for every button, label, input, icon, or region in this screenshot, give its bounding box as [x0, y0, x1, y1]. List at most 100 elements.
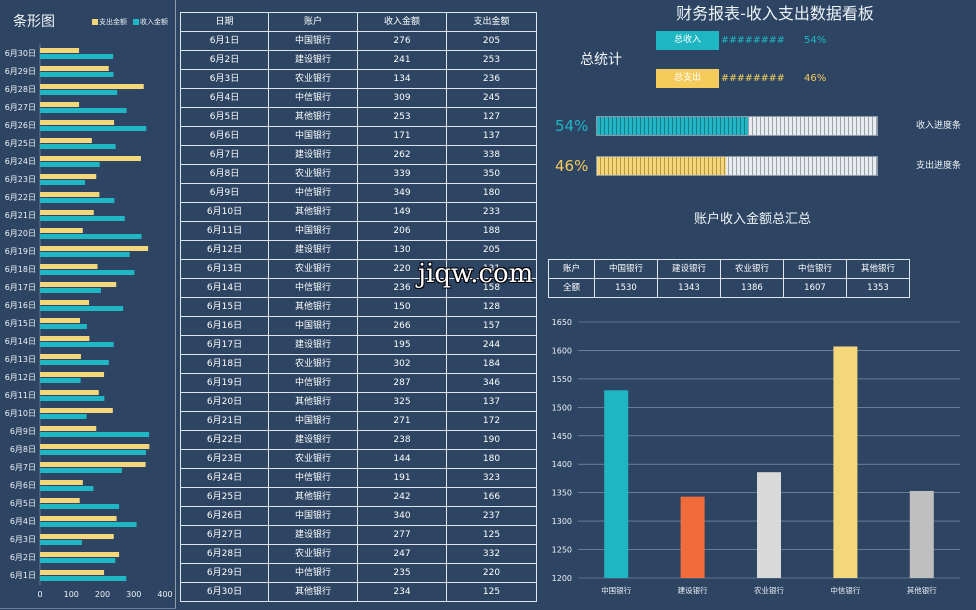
income-bar — [40, 522, 137, 527]
account-cell: 建设银行 — [268, 145, 358, 165]
expense-cell: 244 — [446, 335, 537, 355]
table-row: 6月5日 其他银行 253 127 — [180, 107, 537, 127]
income-bar — [40, 108, 127, 113]
expense-bar — [40, 570, 105, 575]
expense-cell: 137 — [446, 392, 537, 412]
expense-bar — [40, 192, 100, 197]
date-cell: 6月20日 — [180, 392, 269, 412]
expense-bar — [40, 228, 83, 233]
y-tick-label: 1600 — [552, 346, 572, 355]
expense-cell: 184 — [446, 354, 537, 374]
page-title: 财务报表-收入支出数据看板 — [676, 4, 874, 23]
table-row: 6月14日 中信银行 236 158 — [180, 278, 537, 298]
date-cell: 6月29日 — [180, 563, 269, 583]
income-cell: 195 — [357, 335, 447, 355]
income-cell: 130 — [357, 240, 447, 260]
income-cell: 339 — [357, 164, 447, 184]
income-bar — [40, 342, 114, 347]
account-cell: 中国银行 — [268, 411, 358, 431]
expense-bar — [40, 336, 90, 341]
summary-account-value: 1353 — [846, 278, 910, 298]
account-cell: 中国银行 — [268, 31, 358, 51]
account-cell: 其他银行 — [268, 297, 358, 317]
category-label: 农业银行 — [754, 585, 784, 595]
category-label: 6月17日 — [5, 283, 36, 292]
expense-cell: 127 — [446, 107, 537, 127]
income-cell: 144 — [357, 449, 447, 469]
expense-cell: 128 — [446, 297, 537, 317]
category-label: 6月19日 — [5, 247, 36, 256]
summary-account-value: 1343 — [657, 278, 721, 298]
income-cell: 238 — [357, 430, 447, 450]
category-label: 6月8日 — [10, 445, 36, 454]
expense-bar — [40, 390, 99, 395]
category-label: 6月10日 — [5, 409, 36, 418]
summary-table: 账户 中国银行 建设银行 农业银行 中信银行 其他银行 全额 1530 1343 1386 1… — [548, 259, 910, 298]
expense-cell: 125 — [446, 582, 537, 602]
date-cell: 6月2日 — [180, 50, 269, 70]
summary-account-header: 其他银行 — [846, 259, 910, 279]
table-row: 6月20日 其他银行 325 137 — [180, 392, 537, 412]
table-row: 6月10日 其他银行 149 233 — [180, 202, 537, 222]
account-cell: 建设银行 — [268, 50, 358, 70]
income-cell: 220 — [357, 259, 447, 279]
total-expense-percent: 46% — [804, 73, 827, 84]
income-progress-label: 收入进度条 — [916, 121, 962, 131]
income-bar — [40, 126, 147, 131]
expense-cell: 188 — [446, 221, 537, 241]
category-label: 6月28日 — [5, 85, 36, 94]
date-cell: 6月14日 — [180, 278, 269, 298]
table-row: 6月21日 中国银行 271 172 — [180, 411, 537, 431]
category-label: 6月16日 — [5, 301, 36, 310]
date-cell: 6月11日 — [180, 221, 269, 241]
account-cell: 中信银行 — [268, 278, 358, 298]
bar-chart-panel: 条形图 支出金额 收入金额 6月1日 6月2日 6月3日 6月4日 6月5日 6月6日 6月… — [0, 0, 176, 609]
expense-cell: 190 — [446, 430, 537, 450]
table-row: 6月22日 建设银行 238 190 — [180, 430, 537, 450]
legend-label-income: 收入金额 — [140, 18, 168, 26]
account-bar — [680, 496, 705, 578]
expense-bar — [40, 408, 113, 413]
account-cell: 其他银行 — [268, 107, 358, 127]
table-row: 6月12日 建设银行 130 205 — [180, 240, 537, 260]
table-row: 6月15日 其他银行 150 128 — [180, 297, 537, 317]
x-tick-label: 100 — [64, 590, 79, 599]
account-cell: 中信银行 — [268, 563, 358, 583]
expense-bar — [40, 552, 120, 557]
table-row: 6月30日 其他银行 234 125 — [180, 582, 537, 602]
income-bar — [40, 72, 114, 77]
summary-account-header: 建设银行 — [657, 259, 721, 279]
table-row: 6月4日 中信银行 309 245 — [180, 88, 537, 108]
income-cell: 247 — [357, 544, 447, 564]
expense-cell: 350 — [446, 164, 537, 184]
table-row: 6月29日 中信银行 235 220 — [180, 563, 537, 583]
expense-bar — [40, 516, 117, 521]
income-bar — [40, 306, 124, 311]
category-label: 6月13日 — [5, 355, 36, 364]
account-cell: 中信银行 — [268, 468, 358, 488]
date-cell: 6月4日 — [180, 88, 269, 108]
table-row: 6月24日 中信银行 191 323 — [180, 468, 537, 488]
category-label: 6月29日 — [5, 67, 36, 76]
income-cell: 134 — [357, 69, 447, 89]
income-cell: 349 — [357, 183, 447, 203]
income-bar — [40, 234, 142, 239]
expense-cell: 180 — [446, 449, 537, 469]
expense-bar — [40, 300, 90, 305]
income-bar — [40, 144, 116, 149]
category-label: 6月9日 — [10, 427, 36, 436]
income-cell: 234 — [357, 582, 447, 602]
category-label: 6月22日 — [5, 193, 36, 202]
income-bar — [40, 576, 127, 581]
category-label: 6月11日 — [5, 391, 36, 400]
expense-bar — [40, 444, 150, 449]
account-cell: 建设银行 — [268, 525, 358, 545]
category-label: 6月15日 — [5, 319, 36, 328]
total-income-badge: 总收入 — [656, 31, 719, 50]
income-cell: 276 — [357, 31, 447, 51]
y-tick-label: 1300 — [552, 517, 572, 526]
expense-cell: 253 — [446, 50, 537, 70]
income-cell: 235 — [357, 563, 447, 583]
category-label: 中信银行 — [830, 585, 860, 595]
account-cell: 农业银行 — [268, 354, 358, 374]
